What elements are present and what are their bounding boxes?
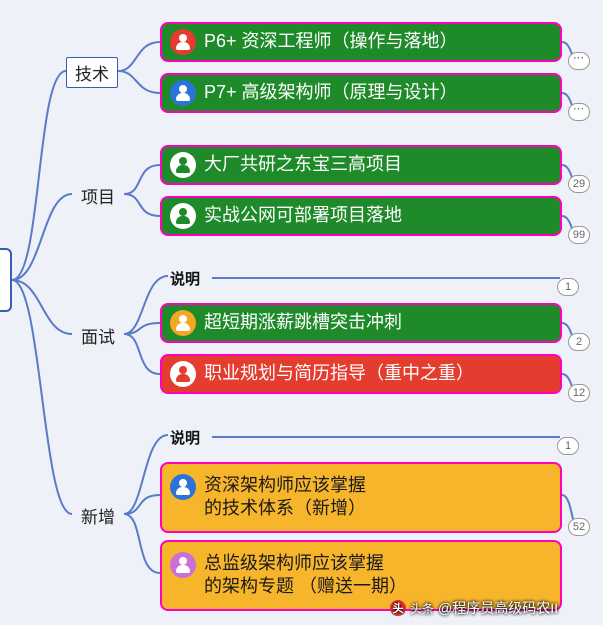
count-badge: 29 bbox=[568, 175, 590, 193]
watermark-icon: 头 bbox=[390, 600, 406, 616]
item-text: 超短期涨薪跳槽突击冲刺 bbox=[204, 311, 554, 334]
person-icon bbox=[170, 152, 196, 178]
watermark-text: @程序员高级码农II bbox=[438, 598, 558, 618]
expand-badge: ⋯ bbox=[568, 103, 590, 121]
item-int2[interactable]: 职业规划与简历指导（重中之重） bbox=[160, 354, 562, 394]
subheading-0: 说明 bbox=[170, 268, 200, 289]
expand-badge: ⋯ bbox=[568, 52, 590, 70]
branch-tech[interactable]: 技术 bbox=[66, 57, 118, 88]
branch-interview[interactable]: 面试 bbox=[72, 320, 124, 351]
count-badge: 52 bbox=[568, 518, 590, 536]
mindmap-canvas: 技术项目面试新增说明说明P6+ 资深工程师（操作与落地）⋯P7+ 高级架构师（原… bbox=[0, 0, 603, 625]
item-proj2[interactable]: 实战公网可部署项目落地 bbox=[160, 196, 562, 236]
item-new1[interactable]: 资深架构师应该掌握 的技术体系（新增） bbox=[160, 462, 562, 533]
item-text: P6+ 资深工程师（操作与落地） bbox=[204, 30, 554, 53]
person-icon bbox=[170, 474, 196, 500]
person-icon bbox=[170, 29, 196, 55]
person-icon bbox=[170, 203, 196, 229]
item-text: 总监级架构师应该掌握 的架构专题 （赠送一期） bbox=[204, 552, 554, 599]
item-p6[interactable]: P6+ 资深工程师（操作与落地） bbox=[160, 22, 562, 62]
person-icon bbox=[170, 361, 196, 387]
item-int1[interactable]: 超短期涨薪跳槽突击冲刺 bbox=[160, 303, 562, 343]
count-badge: 12 bbox=[568, 384, 590, 402]
count-badge: 1 bbox=[557, 278, 579, 296]
count-badge: 1 bbox=[557, 437, 579, 455]
branch-new[interactable]: 新增 bbox=[72, 500, 124, 531]
subheading-1: 说明 bbox=[170, 427, 200, 448]
item-text: 资深架构师应该掌握 的技术体系（新增） bbox=[204, 474, 554, 521]
count-badge: 99 bbox=[568, 226, 590, 244]
item-text: 职业规划与简历指导（重中之重） bbox=[204, 362, 554, 385]
item-p7[interactable]: P7+ 高级架构师（原理与设计） bbox=[160, 73, 562, 113]
watermark-prefix: 头条 bbox=[410, 600, 434, 617]
person-icon bbox=[170, 80, 196, 106]
item-text: P7+ 高级架构师（原理与设计） bbox=[204, 81, 554, 104]
person-icon bbox=[170, 552, 196, 578]
watermark: 头头条@程序员高级码农II bbox=[390, 598, 558, 618]
item-text: 大厂共研之东宝三高项目 bbox=[204, 153, 554, 176]
person-icon bbox=[170, 310, 196, 336]
count-badge: 2 bbox=[568, 333, 590, 351]
branch-project[interactable]: 项目 bbox=[72, 180, 124, 211]
item-text: 实战公网可部署项目落地 bbox=[204, 204, 554, 227]
item-proj1[interactable]: 大厂共研之东宝三高项目 bbox=[160, 145, 562, 185]
